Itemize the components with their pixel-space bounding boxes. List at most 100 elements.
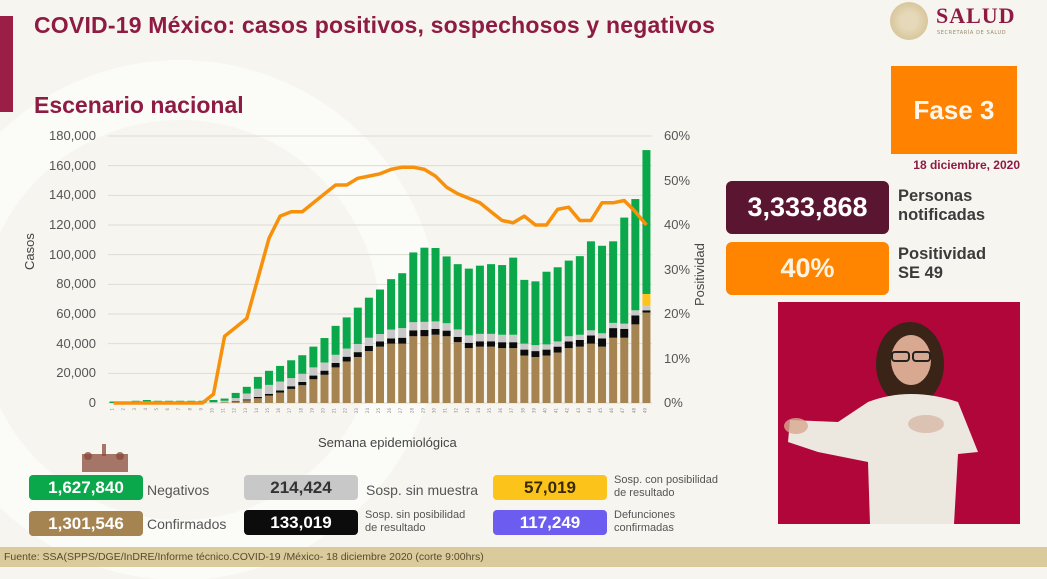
- bar-segment: [331, 325, 340, 355]
- bar-segment: [342, 356, 351, 362]
- bar-segment: [264, 370, 273, 385]
- bar-segment: [376, 289, 384, 335]
- bar-segment: [298, 355, 307, 374]
- bar-segment: [242, 386, 251, 394]
- interpreter-figure-icon: [784, 322, 978, 524]
- bar-segment: [287, 388, 296, 403]
- bar-segment: [431, 334, 440, 403]
- bar-segment: [509, 257, 518, 335]
- defunciones-count: 117,249: [493, 510, 607, 535]
- sin-posibilidad-label-line1: Sosp. sin posibilidad: [365, 509, 466, 521]
- bar-segment: [575, 346, 584, 403]
- bar-segment: [409, 336, 418, 403]
- svg-text:4: 4: [143, 408, 148, 411]
- defunciones-label: Defunciones confirmadas: [614, 509, 675, 535]
- title-accent-bar: [0, 16, 13, 112]
- defunciones-label-line2: confirmadas: [614, 522, 674, 534]
- svg-text:17: 17: [287, 408, 292, 414]
- bar-segment: [586, 335, 595, 344]
- negativos-count: 1,627,840: [29, 475, 143, 500]
- sin-muestra-label: Sosp. sin muestra: [366, 482, 479, 498]
- confirmados-count: 1,301,546: [29, 511, 143, 536]
- page-title: COVID-19 México: casos positivos, sospec…: [34, 12, 716, 38]
- svg-text:1: 1: [110, 408, 115, 411]
- bar-segment: [598, 245, 607, 334]
- bar-segment: [642, 150, 651, 294]
- bar-segment: [464, 348, 473, 403]
- bar-segment: [642, 293, 651, 306]
- svg-text:46: 46: [609, 408, 614, 414]
- bar-segment: [287, 386, 296, 389]
- bar-segment: [553, 346, 562, 353]
- svg-text:48: 48: [631, 408, 636, 414]
- bar-segment: [542, 349, 551, 356]
- y2-tick-label: 60%: [664, 128, 691, 143]
- bar-segment: [342, 361, 351, 403]
- svg-text:11: 11: [221, 408, 226, 414]
- con-posibilidad-label-line1: Sosp. con posibilidad: [614, 474, 718, 486]
- bar-segment: [464, 335, 473, 343]
- svg-text:25: 25: [376, 408, 381, 414]
- bar-segment: [264, 384, 273, 394]
- mexico-seal-icon: [890, 2, 928, 40]
- bar-segment: [364, 345, 373, 352]
- bar-segment: [487, 333, 496, 342]
- svg-text:23: 23: [354, 408, 359, 414]
- bar-segment: [642, 305, 651, 311]
- bar-segment: [253, 376, 262, 389]
- svg-text:14: 14: [254, 408, 259, 414]
- bar-segment: [276, 365, 285, 382]
- bar-segment: [553, 352, 562, 403]
- bar-segment: [575, 256, 584, 335]
- bar-segment: [264, 395, 273, 403]
- bar-segment: [431, 247, 440, 322]
- bar-segment: [475, 341, 484, 347]
- bar-segment: [364, 337, 373, 346]
- bar-segment: [209, 402, 218, 403]
- bar-segment: [531, 281, 540, 346]
- bar-segment: [620, 337, 629, 403]
- bar-segment: [631, 310, 640, 316]
- gobierno-de-mexico-logo-icon: [82, 444, 128, 472]
- bar-segment: [420, 247, 429, 322]
- svg-text:8: 8: [187, 408, 192, 411]
- con-posibilidad-count: 57,019: [493, 475, 607, 500]
- bar-segment: [353, 357, 362, 403]
- bar-segment: [231, 398, 240, 402]
- bar-segment: [220, 402, 229, 403]
- bar-segment: [376, 341, 384, 347]
- svg-text:43: 43: [576, 408, 581, 414]
- svg-text:45: 45: [598, 408, 603, 414]
- bar-segment: [464, 268, 473, 336]
- svg-text:22: 22: [343, 408, 348, 414]
- bar-segment: [498, 265, 507, 335]
- svg-text:39: 39: [531, 408, 536, 414]
- bar-segment: [609, 322, 618, 329]
- bar-segment: [487, 346, 496, 403]
- bar-segment: [442, 336, 451, 403]
- bar-segment: [287, 360, 296, 379]
- bar-segment: [320, 362, 329, 371]
- svg-text:5: 5: [154, 408, 159, 411]
- svg-text:33: 33: [465, 408, 470, 414]
- svg-text:10: 10: [209, 408, 214, 414]
- svg-text:27: 27: [398, 408, 403, 414]
- bar-segment: [409, 330, 418, 337]
- bar-segment: [531, 357, 540, 403]
- bar-segment: [231, 401, 240, 403]
- y-tick-label: 0: [88, 395, 96, 410]
- bar-segment: [609, 241, 618, 323]
- bar-segment: [309, 346, 318, 368]
- bar-segment: [487, 264, 496, 334]
- sign-language-interpreter-video: [778, 302, 1020, 524]
- bar-segment: [442, 330, 451, 337]
- confirmados-label: Confirmados: [147, 516, 227, 532]
- svg-text:20: 20: [320, 408, 325, 414]
- svg-text:44: 44: [587, 408, 592, 414]
- svg-text:41: 41: [554, 408, 559, 414]
- bar-segment: [631, 315, 640, 325]
- y-tick-label: 120,000: [49, 217, 96, 232]
- bar-segment: [331, 362, 340, 368]
- report-date: 18 diciembre, 2020: [913, 158, 1020, 172]
- svg-text:31: 31: [443, 408, 448, 414]
